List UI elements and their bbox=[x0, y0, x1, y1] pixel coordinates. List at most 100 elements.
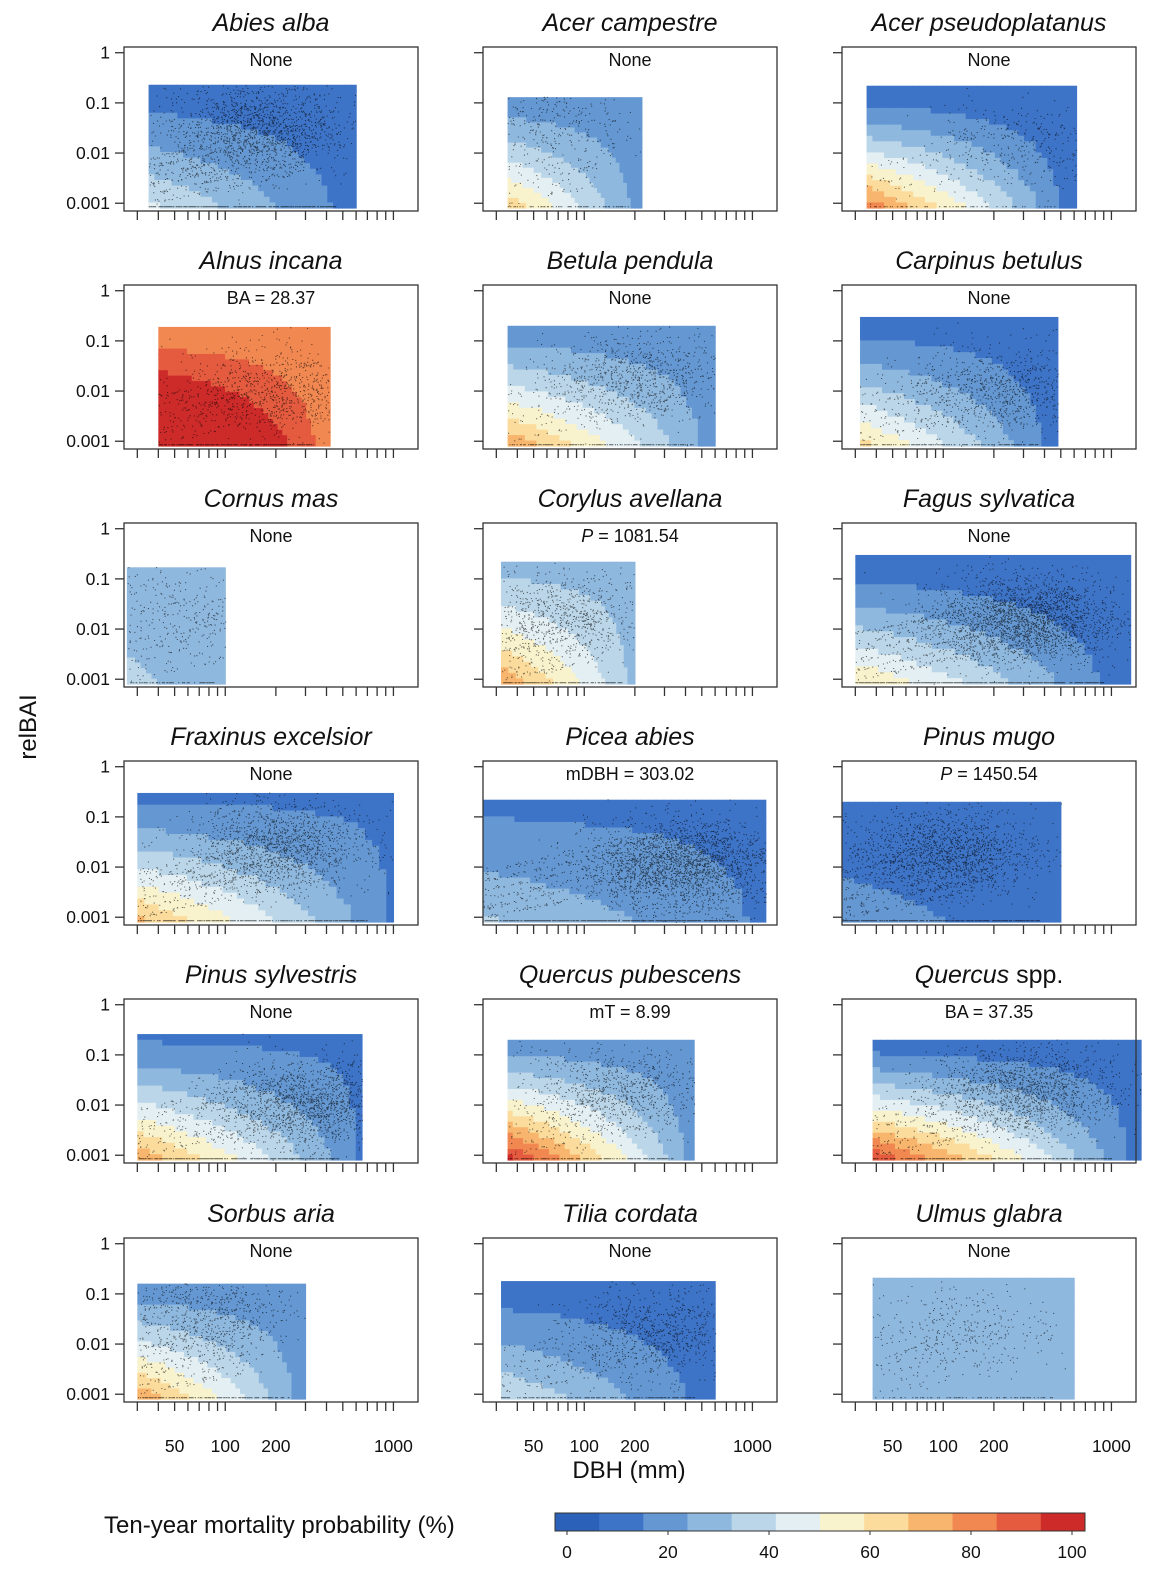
field-cell bbox=[588, 353, 594, 359]
field-cell bbox=[564, 178, 568, 184]
field-cell bbox=[166, 146, 172, 152]
field-cell bbox=[249, 370, 254, 376]
field-cell bbox=[552, 97, 556, 103]
field-cell bbox=[860, 317, 866, 323]
field-cell bbox=[1014, 323, 1020, 329]
field-cell bbox=[890, 147, 896, 153]
field-cell bbox=[249, 386, 254, 392]
field-cell bbox=[872, 125, 878, 131]
field-cell bbox=[306, 332, 311, 338]
field-cell bbox=[1008, 335, 1014, 341]
field-cell bbox=[522, 163, 526, 169]
field-cell bbox=[942, 340, 948, 346]
field-cell bbox=[1012, 152, 1018, 158]
field-cell bbox=[686, 413, 692, 419]
field-cell bbox=[975, 340, 981, 346]
field-cell bbox=[959, 393, 965, 399]
field-cell bbox=[270, 202, 276, 208]
field-cell bbox=[530, 173, 534, 179]
field-cell bbox=[1030, 191, 1036, 197]
field-cell bbox=[1003, 323, 1009, 329]
field-cell bbox=[640, 342, 646, 348]
field-cell bbox=[937, 108, 943, 114]
field-cell bbox=[542, 364, 548, 370]
field-cell bbox=[173, 435, 178, 441]
field-cell bbox=[1059, 175, 1065, 181]
field-cell bbox=[577, 430, 583, 436]
field-cell bbox=[663, 370, 669, 376]
field-cell bbox=[230, 435, 235, 441]
field-cell bbox=[915, 340, 921, 346]
field-cell bbox=[525, 402, 531, 408]
field-cell bbox=[907, 175, 913, 181]
field-cell bbox=[1053, 91, 1059, 97]
field-cell bbox=[183, 180, 189, 186]
field-cell bbox=[1059, 102, 1065, 108]
field-cell bbox=[983, 102, 989, 108]
field-cell bbox=[959, 376, 965, 382]
field-cell bbox=[571, 127, 575, 133]
field-cell bbox=[154, 146, 160, 152]
field-cell bbox=[1001, 202, 1007, 208]
field-cell bbox=[663, 331, 669, 337]
field-cell bbox=[882, 340, 888, 346]
field-cell bbox=[975, 317, 981, 323]
field-cell bbox=[646, 402, 652, 408]
field-cell bbox=[182, 376, 187, 382]
field-cell bbox=[166, 152, 172, 158]
field-cell bbox=[1024, 197, 1030, 203]
field-cell bbox=[616, 132, 620, 138]
field-cell bbox=[1041, 335, 1047, 341]
field-cell bbox=[638, 102, 642, 108]
field-cell bbox=[268, 370, 273, 376]
field-cell bbox=[225, 370, 230, 376]
field-cell bbox=[872, 108, 878, 114]
field-cell bbox=[872, 180, 878, 186]
field-cell bbox=[623, 168, 627, 174]
field-cell bbox=[350, 158, 356, 164]
field-cell bbox=[937, 119, 943, 125]
field-cell bbox=[931, 317, 937, 323]
field-cell bbox=[281, 191, 287, 197]
field-cell bbox=[275, 113, 281, 119]
field-cell bbox=[224, 135, 230, 141]
field-cell bbox=[893, 323, 899, 329]
field-cell bbox=[623, 419, 629, 425]
field-cell bbox=[1047, 119, 1053, 125]
field-cell bbox=[1019, 352, 1025, 358]
field-cell bbox=[907, 141, 913, 147]
field-cell bbox=[571, 408, 577, 414]
field-cell bbox=[888, 405, 894, 411]
field-cell bbox=[896, 202, 902, 208]
field-cell bbox=[218, 186, 224, 192]
field-cell bbox=[571, 168, 575, 174]
field-cell bbox=[1019, 323, 1025, 329]
field-cell bbox=[345, 191, 351, 197]
field-cell bbox=[904, 352, 910, 358]
field-cell bbox=[631, 132, 635, 138]
field-cell bbox=[508, 348, 514, 354]
field-cell bbox=[692, 424, 698, 430]
field-cell bbox=[959, 335, 965, 341]
field-cell bbox=[960, 158, 966, 164]
field-cell bbox=[582, 158, 586, 164]
field-cell bbox=[970, 434, 976, 440]
field-cell bbox=[1025, 434, 1031, 440]
field-cell bbox=[1071, 125, 1077, 131]
field-cell bbox=[552, 178, 556, 184]
field-cell bbox=[545, 188, 549, 194]
field-cell bbox=[942, 130, 948, 136]
field-cell bbox=[640, 331, 646, 337]
field-cell bbox=[301, 435, 306, 441]
field-cell bbox=[1030, 197, 1036, 203]
field-cell bbox=[297, 424, 302, 430]
field-cell bbox=[597, 97, 601, 103]
field-cell bbox=[692, 391, 698, 397]
field-cell bbox=[652, 331, 658, 337]
field-cell bbox=[977, 147, 983, 153]
field-cell bbox=[327, 202, 333, 208]
field-cell bbox=[182, 419, 187, 425]
field-cell bbox=[218, 202, 224, 208]
field-cell bbox=[281, 102, 287, 108]
